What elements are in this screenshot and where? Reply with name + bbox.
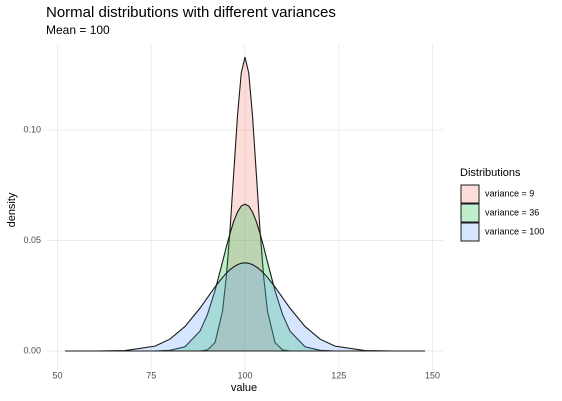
legend-title: Distributions <box>460 167 521 179</box>
legend-key <box>461 204 479 222</box>
x-tick-label: 150 <box>425 370 440 380</box>
x-axis-label: value <box>231 382 257 394</box>
legend-label: variance = 100 <box>485 226 544 236</box>
y-tick-label: 0.00 <box>23 345 41 355</box>
x-tick-label: 125 <box>331 370 346 380</box>
x-tick-label: 75 <box>146 370 156 380</box>
legend-key <box>461 223 479 241</box>
legend-swatch <box>460 203 480 223</box>
x-tick-label: 50 <box>52 370 62 380</box>
x-tick-label: 100 <box>237 370 252 380</box>
y-axis-label: density <box>6 192 18 227</box>
legend-swatch <box>460 222 480 242</box>
density-area <box>65 262 425 352</box>
legend-label: variance = 9 <box>485 188 534 198</box>
legend-label: variance = 36 <box>485 207 539 217</box>
chart-subtitle: Mean = 100 <box>46 23 110 37</box>
y-tick-label: 0.05 <box>23 235 41 245</box>
chart-title: Normal distributions with different vari… <box>46 4 336 21</box>
legend-swatch <box>460 184 480 204</box>
y-tick-label: 0.10 <box>23 124 41 134</box>
density-area <box>65 203 425 352</box>
legend-key <box>461 185 479 203</box>
